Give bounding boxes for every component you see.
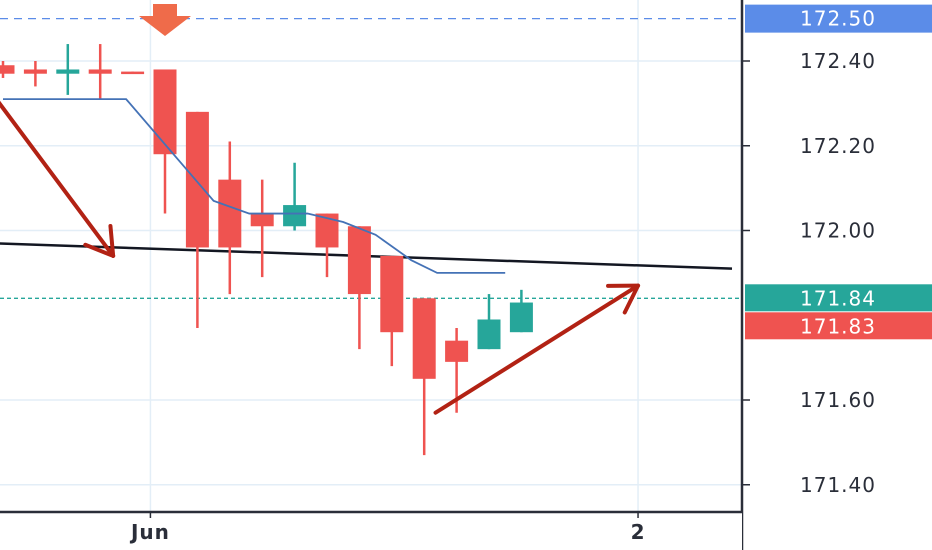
drawn-arrow: [0, 100, 116, 258]
moving-average-line: [3, 98, 506, 274]
candle-body: [0, 65, 15, 74]
candle-body: [23, 69, 47, 74]
drawn-arrow: [433, 283, 641, 415]
candle-body: [121, 71, 145, 75]
last-price-label: 171.83: [800, 314, 876, 338]
candle-body: [477, 319, 501, 350]
arrow-shaft: [433, 283, 641, 415]
candle-body: [509, 302, 533, 333]
candle-body: [445, 340, 469, 362]
candle-body: [250, 213, 274, 227]
candle-body: [412, 298, 436, 379]
arrow-head: [606, 283, 641, 315]
candle: [218, 141, 242, 295]
time-axis-background: [0, 512, 742, 550]
candle: [88, 44, 112, 100]
candle: [477, 294, 501, 350]
candle-body: [347, 226, 371, 295]
last-price-badge: [745, 312, 932, 340]
candle-body: [218, 179, 242, 248]
candle: [185, 111, 209, 328]
candle-body: [153, 69, 177, 155]
price-tick-label: 171.60: [800, 388, 876, 412]
price-tick-label: 172.00: [800, 219, 876, 243]
grid-lines: [0, 0, 742, 512]
price-axis-background: [742, 0, 932, 550]
candle: [0, 61, 15, 78]
candle-body: [315, 213, 339, 248]
candle-body: [283, 205, 307, 227]
candles: [0, 44, 533, 456]
time-axis[interactable]: Jun 2: [0, 510, 742, 550]
candle-body: [185, 111, 209, 248]
candle: [153, 69, 177, 214]
candle-body: [56, 69, 80, 74]
candle: [121, 71, 145, 75]
candle: [250, 179, 274, 278]
overlays: [0, 4, 641, 415]
price-tick-label: 172.20: [800, 134, 876, 158]
arrow-shaft: [0, 100, 116, 258]
last-price-badge: [745, 284, 932, 312]
candle: [380, 255, 404, 367]
candle: [56, 44, 80, 95]
price-tick-label: 172.40: [800, 49, 876, 73]
candle: [23, 61, 47, 87]
candle: [347, 226, 371, 350]
candle: [509, 289, 533, 333]
time-tick-label: Jun: [129, 520, 170, 544]
price-axis[interactable]: 172.40 172.20 172.00 171.60 171.40 172.50 171.…: [740, 0, 932, 550]
target-price-label: 172.50: [800, 7, 876, 31]
price-tick-label: 171.40: [800, 473, 876, 497]
time-tick-label: 2: [631, 520, 646, 544]
last-price-label: 171.84: [800, 286, 876, 310]
candle-body: [380, 255, 404, 333]
candle: [315, 213, 339, 278]
arrow-head: [83, 224, 116, 258]
sell-marker-icon: [139, 4, 191, 36]
target-price-badge: [745, 4, 932, 33]
candle-body: [88, 69, 112, 74]
candle: [283, 162, 307, 231]
candle: [412, 298, 436, 456]
